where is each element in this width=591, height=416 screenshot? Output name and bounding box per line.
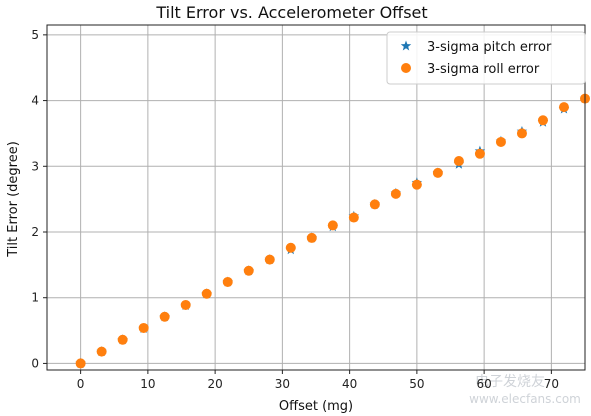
roll-error-point [180,299,191,310]
legend-label: 3-sigma roll error [427,62,540,77]
watermark: 电子发烧友 www.elecfans.com [469,374,581,406]
roll-error-point [117,334,128,345]
y-axis-title: Tilt Error (degree) [6,141,21,258]
roll-error-point [159,311,170,322]
y-tick-label: 4 [31,94,39,108]
roll-error-point [348,212,359,223]
y-tick-label: 2 [31,225,39,239]
x-tick-label: 70 [544,377,559,391]
x-tick-label: 40 [342,377,357,391]
plot-frame [46,24,586,371]
legend-marker [401,63,411,73]
x-tick-label: 0 [77,377,85,391]
y-tick-label: 1 [31,291,39,305]
y-tick-label: 5 [31,28,39,42]
roll-error-point [558,102,569,113]
roll-error-point [369,199,380,210]
roll-error-point [75,358,86,369]
roll-error-point [432,167,443,178]
series-star [75,93,591,368]
roll-error-point [495,136,506,147]
watermark-text: 电子发烧友 [475,374,545,390]
roll-error-point [453,156,464,167]
data-points [75,93,591,369]
x-tick-label: 10 [140,377,155,391]
roll-error-point [138,322,149,333]
roll-error-point [243,265,254,276]
roll-error-point [201,288,212,299]
x-tick-label: 60 [476,377,491,391]
legend-marker [400,40,412,51]
roll-error-point [264,254,275,265]
legend: 3-sigma pitch error 3-sigma roll error [386,31,586,85]
chart-title: Tilt Error vs. Accelerometer Offset [155,3,427,22]
roll-error-point [96,346,107,357]
x-axis-title: Offset (mg) [279,399,353,414]
x-tick-label: 30 [275,377,290,391]
y-tick-label: 3 [31,159,39,173]
roll-error-point [474,148,485,159]
roll-error-point [306,232,317,243]
x-tick-label: 50 [409,377,424,391]
y-tick-label: 0 [31,356,39,370]
legend-label: 3-sigma pitch error [427,40,552,55]
x-tick-label: 20 [207,377,222,391]
legend-box [386,31,586,85]
roll-error-point [537,115,548,126]
roll-error-point [516,128,527,139]
roll-error-point [390,188,401,199]
tick-labels: 0 10 20 30 40 50 60 70 0 1 2 3 4 5 [31,28,559,391]
watermark-url: www.elecfans.com [469,392,581,406]
roll-error-point [285,242,296,253]
roll-error-point [411,179,422,190]
roll-error-point [222,276,233,287]
series-circle [75,93,590,369]
roll-error-point [327,220,338,231]
